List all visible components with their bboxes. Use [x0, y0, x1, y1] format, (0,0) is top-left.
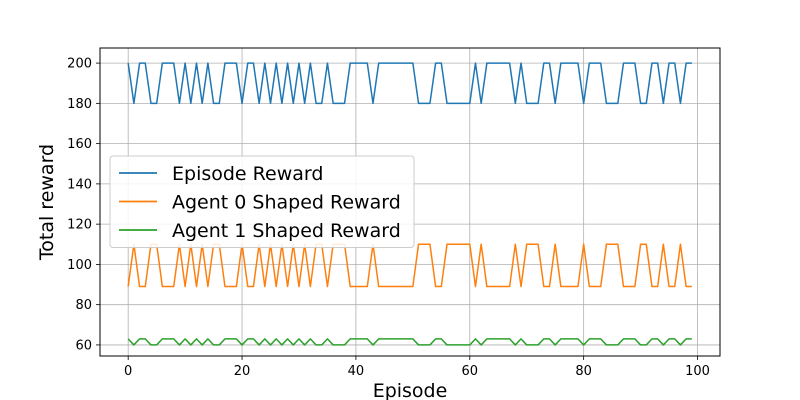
y-tick-label: 60	[75, 338, 92, 353]
legend: Episode Reward Agent 0 Shaped Reward Agent…	[109, 155, 415, 248]
series-line-2	[127, 338, 692, 346]
x-tick-label: 60	[462, 364, 479, 379]
x-tick-label: 80	[575, 364, 592, 379]
y-tick-label: 100	[67, 258, 92, 273]
legend-label: Episode Reward	[172, 163, 323, 185]
series-lines	[127, 62, 692, 346]
x-tick-label: 100	[685, 364, 710, 379]
y-tick-label: 140	[67, 177, 92, 192]
x-axis-label: Episode	[373, 380, 448, 400]
legend-label: Agent 0 Shaped Reward	[172, 192, 401, 214]
y-tick-label: 180	[67, 97, 92, 112]
y-tick-label: 80	[75, 298, 92, 313]
y-tick-label: 120	[67, 218, 92, 233]
legend-box	[109, 155, 415, 248]
axis-ticks: 0 20 40 60 80 100 60 80 100 120 140 160 180 200	[67, 57, 710, 379]
y-tick-label: 200	[67, 57, 92, 72]
series-line-1	[127, 243, 692, 288]
y-axis-label: Total reward	[36, 144, 58, 261]
y-tick-label: 160	[67, 137, 92, 152]
x-tick-label: 20	[234, 364, 251, 379]
legend-label: Agent 1 Shaped Reward	[172, 220, 401, 242]
series-line-0	[127, 62, 692, 105]
x-tick-label: 0	[124, 364, 132, 379]
plot-frame	[99, 47, 721, 357]
x-tick-label: 40	[348, 364, 365, 379]
